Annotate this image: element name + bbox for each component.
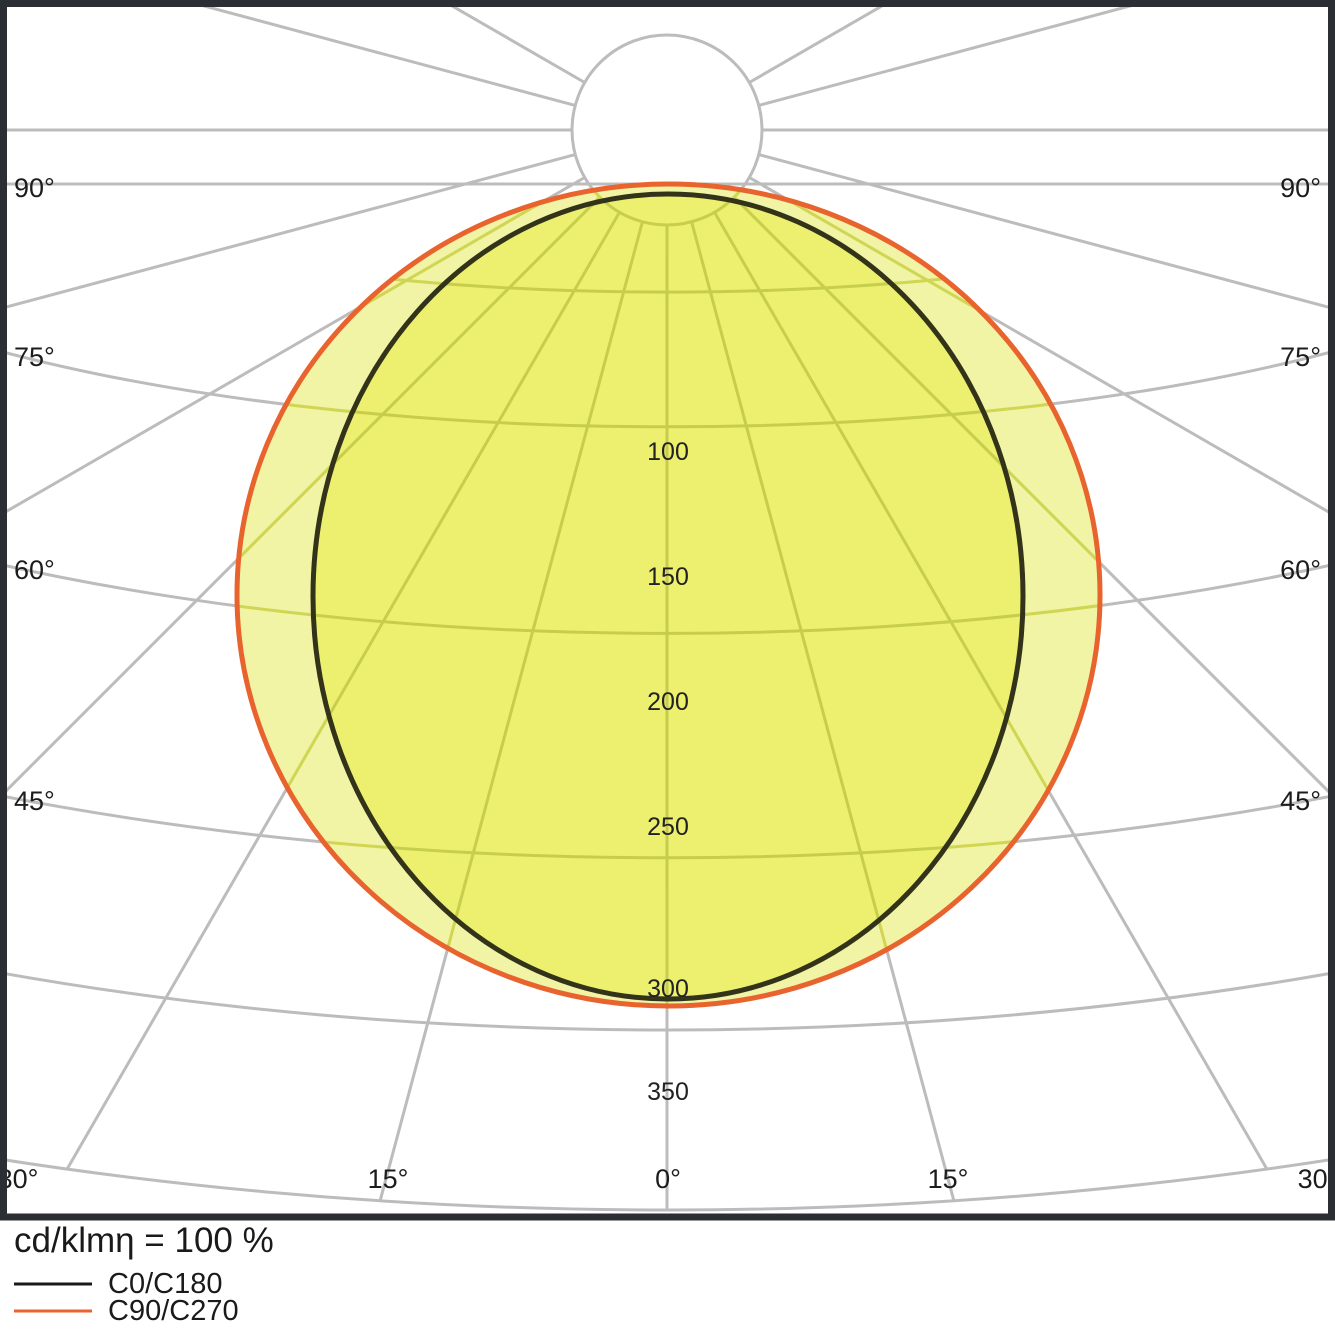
svg-text:250: 250 <box>647 813 689 841</box>
svg-text:60°: 60° <box>1280 555 1321 585</box>
svg-text:75°: 75° <box>14 342 55 372</box>
svg-text:cd/klmη = 100 %: cd/klmη = 100 % <box>14 1221 274 1260</box>
svg-text:90°: 90° <box>14 173 55 203</box>
svg-text:15°: 15° <box>928 1164 969 1194</box>
svg-text:100: 100 <box>647 438 689 466</box>
svg-text:300: 300 <box>647 975 689 1003</box>
svg-text:60°: 60° <box>14 555 55 585</box>
svg-text:0°: 0° <box>655 1164 681 1194</box>
svg-text:350: 350 <box>647 1078 689 1106</box>
svg-text:15°: 15° <box>368 1164 409 1194</box>
svg-text:45°: 45° <box>14 786 55 816</box>
svg-text:75°: 75° <box>1280 342 1321 372</box>
svg-text:90°: 90° <box>1280 173 1321 203</box>
svg-text:150: 150 <box>647 563 689 591</box>
svg-text:C90/C270: C90/C270 <box>108 1295 239 1327</box>
svg-text:200: 200 <box>647 688 689 716</box>
svg-text:45°: 45° <box>1280 786 1321 816</box>
